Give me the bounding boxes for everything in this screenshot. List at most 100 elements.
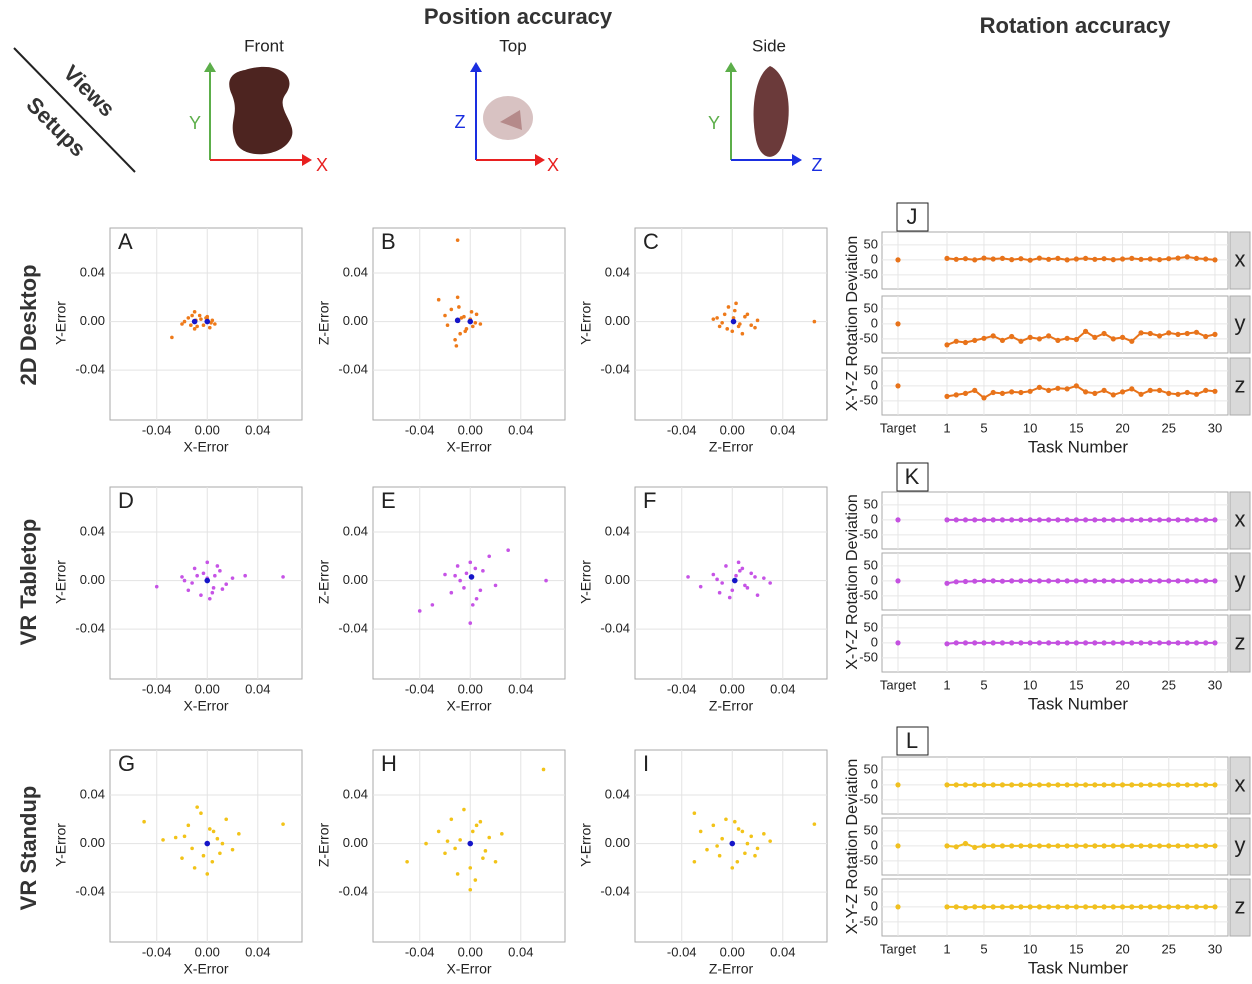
point (1027, 782, 1033, 788)
axis-letter: X (316, 155, 328, 175)
point (455, 872, 460, 876)
point (405, 859, 409, 864)
point (768, 839, 772, 843)
point (1119, 843, 1126, 849)
point (944, 843, 950, 849)
point (749, 323, 754, 328)
point (487, 835, 492, 840)
point (726, 305, 731, 309)
y-axis-label: Y-Error (53, 301, 69, 345)
views-label: Views (58, 60, 120, 122)
facet-strip (1229, 878, 1251, 937)
x-tick-label: -0.04 (405, 944, 435, 959)
point (462, 586, 466, 590)
point (1203, 843, 1209, 849)
x-tick-label: 10 (1023, 677, 1037, 692)
point (210, 859, 215, 864)
letter-box (896, 726, 929, 756)
panel-letter: B (381, 229, 396, 254)
point (717, 853, 722, 858)
x-tick-label: 0.04 (508, 944, 533, 959)
point (1212, 843, 1218, 849)
point (953, 338, 959, 344)
point (1129, 517, 1135, 523)
point (205, 872, 210, 876)
point (1138, 578, 1144, 584)
y-tick-label: -50 (859, 587, 878, 602)
point (1036, 517, 1042, 523)
point (1212, 257, 1218, 263)
point (753, 853, 757, 858)
y-tick-label: 0 (871, 377, 878, 392)
point (211, 829, 216, 834)
y-tick-label: -0.04 (338, 362, 368, 377)
point (215, 836, 220, 841)
x-tick-label: 0.04 (245, 944, 270, 959)
letter-box (896, 462, 929, 492)
point (711, 572, 716, 577)
x-tick-label: 5 (980, 677, 987, 692)
point (207, 827, 212, 831)
point (1101, 578, 1107, 584)
x-axis-label: X-Error (446, 439, 491, 455)
point (1147, 256, 1153, 262)
point (962, 256, 969, 262)
point (1027, 517, 1033, 523)
point (1184, 254, 1190, 260)
x-axis-label: X-Error (446, 698, 491, 714)
point (1027, 334, 1033, 340)
side-icon (725, 62, 802, 166)
point (734, 573, 738, 578)
x-tick-label: -0.04 (142, 422, 172, 437)
point (990, 782, 996, 788)
point (463, 329, 468, 334)
point (1175, 904, 1181, 910)
x-axis-label: Task Number (1028, 437, 1128, 456)
point (468, 866, 473, 870)
y-tick-label: 0.04 (343, 264, 368, 279)
point (715, 844, 719, 848)
point (1036, 843, 1042, 849)
x-tick-label: 0.04 (770, 944, 795, 959)
point (1046, 843, 1052, 849)
point (1203, 387, 1209, 393)
point (1092, 578, 1098, 584)
point (1166, 517, 1172, 523)
x-tick-label: 0.04 (508, 422, 533, 437)
point (953, 517, 959, 523)
point (192, 866, 197, 870)
point (493, 859, 498, 864)
point (1147, 517, 1153, 523)
y-tick-label: 0.00 (605, 572, 630, 587)
point (1156, 578, 1163, 584)
point (182, 319, 187, 324)
point (199, 317, 203, 321)
point (990, 389, 996, 396)
point (1009, 389, 1015, 395)
plot-panel (634, 486, 828, 680)
point (1018, 256, 1024, 262)
mean-marker (467, 840, 474, 847)
point (740, 829, 745, 834)
point (1036, 904, 1042, 910)
point (1073, 904, 1079, 910)
point (1175, 391, 1181, 397)
point (1119, 334, 1126, 340)
panel-letter: J (907, 204, 918, 229)
point (186, 316, 191, 320)
point (812, 319, 817, 324)
x-tick-label: 1 (943, 677, 950, 692)
front-icon (204, 62, 312, 166)
y-tick-label: 50 (864, 761, 878, 776)
point (474, 312, 479, 317)
point (1110, 782, 1116, 788)
point (1055, 904, 1061, 910)
point (1129, 255, 1135, 261)
facet-strip (1229, 614, 1251, 673)
point (1064, 335, 1070, 341)
point (1212, 904, 1218, 910)
point (1027, 843, 1033, 849)
point (1027, 388, 1033, 394)
point (210, 590, 215, 595)
point (686, 575, 690, 579)
